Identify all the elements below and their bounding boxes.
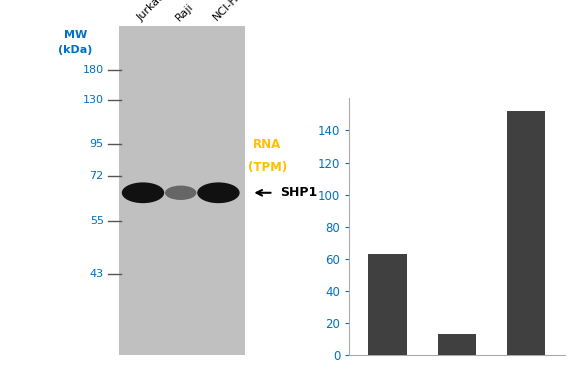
Ellipse shape	[122, 183, 164, 203]
Bar	[508, 111, 545, 355]
Text: Jurkat: Jurkat	[136, 0, 166, 23]
Text: SHP1: SHP1	[280, 186, 317, 199]
Text: (kDa): (kDa)	[58, 45, 93, 55]
Text: 180: 180	[83, 65, 104, 75]
Text: 130: 130	[83, 95, 104, 105]
Text: 95: 95	[90, 139, 104, 149]
Ellipse shape	[165, 186, 197, 200]
Bar	[438, 335, 476, 355]
Bar	[119, 26, 245, 355]
Text: NCI-H929: NCI-H929	[211, 0, 256, 23]
Text: RNA: RNA	[253, 138, 282, 151]
Bar	[368, 254, 406, 355]
Text: Raji: Raji	[173, 1, 196, 23]
Text: 55: 55	[90, 216, 104, 226]
Text: (TPM): (TPM)	[248, 161, 287, 174]
Text: MW: MW	[64, 30, 87, 40]
Text: 72: 72	[90, 171, 104, 181]
Ellipse shape	[197, 183, 240, 203]
Text: 43: 43	[90, 269, 104, 279]
